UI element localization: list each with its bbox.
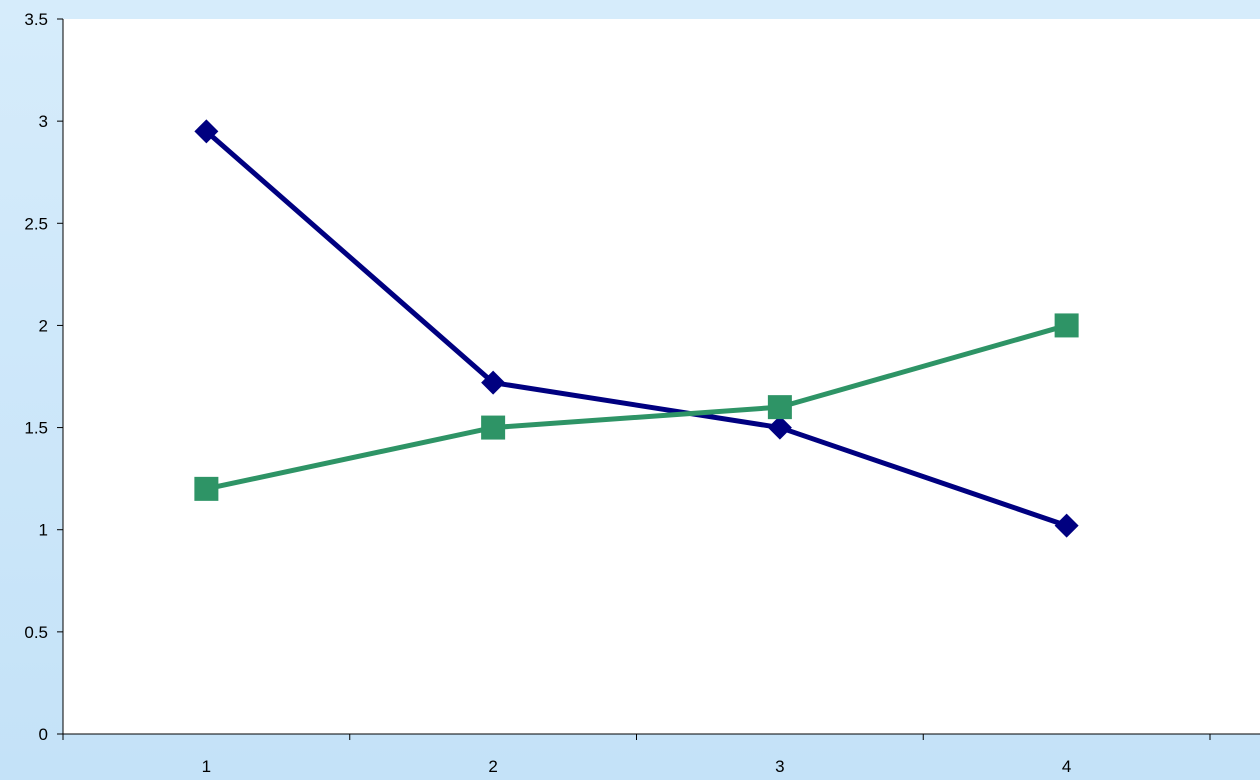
series-1-line <box>203 128 1070 529</box>
plot-area <box>63 19 1260 734</box>
y-tick-label: 1.5 <box>24 419 48 438</box>
series-1-point <box>194 119 219 144</box>
series-2 <box>194 313 1079 501</box>
series-2-point <box>767 395 792 420</box>
series-layer <box>194 119 1079 538</box>
y-tick-label: 3.5 <box>24 10 48 29</box>
series-2-line <box>203 322 1070 492</box>
series-1-point <box>767 415 792 440</box>
x-tick-label: 1 <box>202 757 211 776</box>
y-tick-label: 3 <box>39 112 48 131</box>
y-tick-label: 2.5 <box>24 214 48 233</box>
x-tick-label: 4 <box>1062 757 1071 776</box>
series-1-point <box>1054 513 1079 538</box>
y-tick-label: 0 <box>39 725 48 744</box>
y-tick-label: 1 <box>39 521 48 540</box>
y-tick-label: 0.5 <box>24 623 48 642</box>
x-tick-label: 2 <box>488 757 497 776</box>
series-1 <box>194 119 1079 538</box>
series-2-point <box>481 415 506 440</box>
series-2-point <box>194 476 219 501</box>
y-tick-label: 2 <box>39 316 48 335</box>
x-axis: 1 2 3 4 <box>62 733 1260 776</box>
y-axis: 0 0.5 1 1.5 2 2.5 3 3.5 <box>24 10 64 744</box>
x-tick-label: 3 <box>775 757 784 776</box>
series-2-point <box>1054 313 1079 338</box>
series-1-point <box>481 370 506 395</box>
